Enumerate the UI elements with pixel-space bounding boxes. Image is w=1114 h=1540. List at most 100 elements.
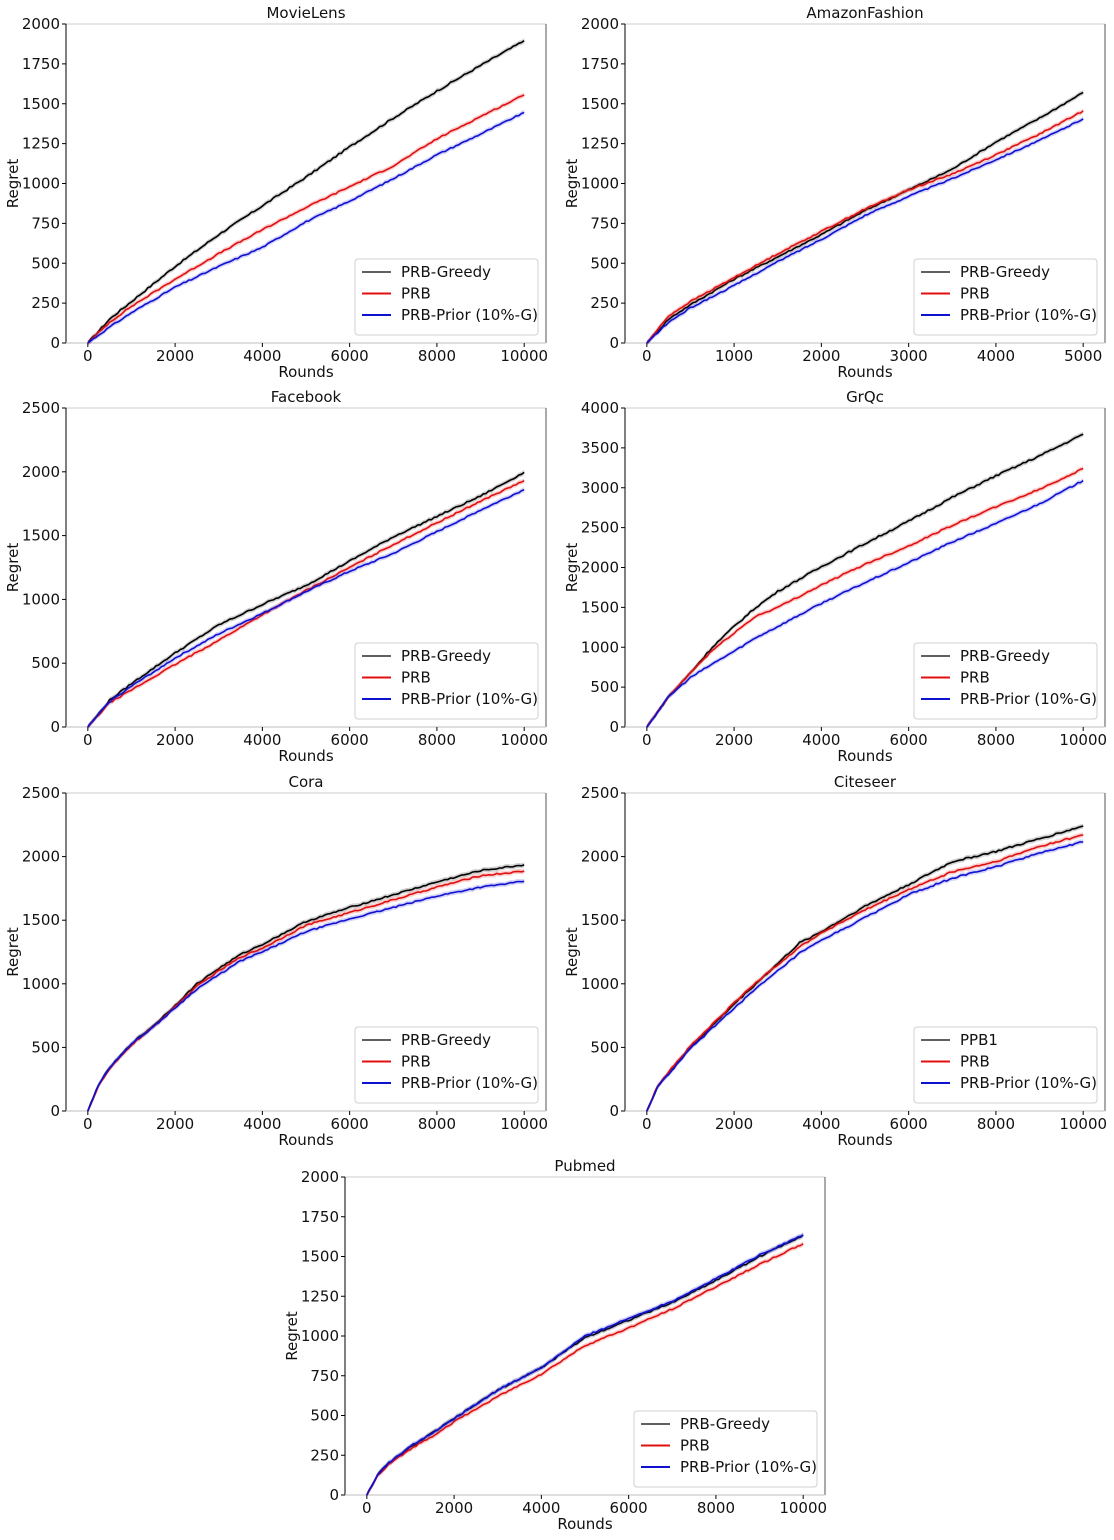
x-tick-label: 2000 (435, 1499, 473, 1517)
series-line-prb-prior-10-g (646, 841, 1084, 1112)
legend-label-prb-prior-10-g: PRB-Prior (10%-G) (960, 690, 1097, 708)
x-tick-label: 0 (642, 731, 652, 749)
x-tick-label: 10000 (779, 1499, 827, 1517)
series-band-prb-greedy (646, 90, 1084, 346)
legend-label-prb-greedy: PRB-Greedy (680, 1415, 770, 1433)
legend-frame (354, 1026, 539, 1104)
legend-label-prb-prior-10-g: PRB-Prior (10%-G) (401, 690, 538, 708)
y-tick-label: 4000 (581, 399, 619, 417)
x-axis-label: Rounds (278, 1131, 333, 1149)
x-axis-label: Rounds (278, 363, 333, 381)
series-line-prb-prior-10-g (646, 118, 1084, 344)
x-tick-label: 5000 (1064, 347, 1102, 365)
y-axis-label: Regret (4, 543, 22, 593)
y-tick-label: 500 (31, 254, 60, 272)
y-tick-label: 2000 (301, 1168, 339, 1186)
y-tick-label: 1000 (581, 175, 619, 193)
legend-frame (913, 642, 1098, 720)
x-tick-label: 0 (362, 1499, 372, 1517)
series-line-prb (646, 834, 1084, 1112)
y-tick-label: 1000 (581, 975, 619, 993)
legend-frame (633, 1410, 818, 1488)
x-tick-label: 4000 (243, 1115, 281, 1133)
x-tick-label: 4000 (243, 347, 281, 365)
legend: PRB-Greedy PRB PRB-Prior (10%-G) (354, 642, 539, 720)
legend: PRB-Greedy PRB PRB-Prior (10%-G) (633, 1410, 818, 1488)
x-tick-label: 2000 (156, 347, 194, 365)
y-tick-label: 1750 (22, 55, 60, 73)
y-tick-label: 1250 (22, 135, 60, 153)
x-tick-label: 8000 (418, 731, 456, 749)
y-tick-label: 1250 (301, 1287, 339, 1305)
x-tick-label: 6000 (331, 347, 369, 365)
y-tick-label: 1500 (301, 1248, 339, 1266)
y-tick-label: 500 (31, 654, 60, 672)
y-tick-label: 2000 (22, 848, 60, 866)
x-axis-label: Rounds (278, 747, 333, 765)
y-tick-label: 750 (310, 1367, 339, 1385)
y-tick-label: 2500 (581, 784, 619, 802)
y-tick-label: 250 (31, 294, 60, 312)
x-tick-label: 4000 (977, 347, 1015, 365)
subplot-facebook: Facebook 0 2000 4000 6000 8000 10000 0 500 1000 15… (4, 388, 548, 765)
y-tick-label: 500 (590, 678, 619, 696)
series-line-prb-greedy (646, 91, 1084, 344)
y-tick-label: 2000 (22, 463, 60, 481)
y-axis-label: Regret (563, 543, 581, 593)
series-line-prb (366, 1243, 804, 1496)
series-line-prb-greedy (646, 433, 1084, 728)
legend-label-prb-greedy: PRB-Greedy (960, 647, 1050, 665)
legend-frame (354, 642, 539, 720)
subplot-citeseer: Citeseer 0 2000 4000 6000 8000 10000 0 500 1000 15… (563, 773, 1107, 1149)
y-tick-label: 0 (50, 1102, 60, 1120)
y-tick-label: 500 (31, 1038, 60, 1056)
subplot-cora: Cora 0 2000 4000 6000 8000 10000 0 500 1000 1500 20… (4, 773, 548, 1149)
y-tick-label: 2000 (581, 848, 619, 866)
legend-label-prb: PRB (960, 1053, 990, 1071)
y-tick-label: 0 (50, 334, 60, 352)
x-tick-label: 6000 (331, 731, 369, 749)
x-axis-label: Rounds (837, 363, 892, 381)
x-tick-label: 10000 (500, 347, 548, 365)
y-tick-label: 1000 (22, 975, 60, 993)
y-tick-label: 1500 (581, 598, 619, 616)
y-tick-label: 3000 (581, 479, 619, 497)
legend: PRB-Greedy PRB PRB-Prior (10%-G) (354, 1026, 539, 1104)
x-tick-label: 2000 (156, 1115, 194, 1133)
series-line-prb-prior-10-g (87, 488, 525, 728)
y-tick-label: 3500 (581, 439, 619, 457)
panel-title: Pubmed (554, 1157, 615, 1175)
x-tick-label: 8000 (697, 1499, 735, 1517)
x-tick-label: 10000 (500, 1115, 548, 1133)
panel-title: MovieLens (266, 4, 345, 22)
y-tick-label: 500 (590, 254, 619, 272)
y-tick-label: 750 (31, 214, 60, 232)
legend-label-ppb1: PPB1 (960, 1031, 998, 1049)
y-axis-label: Regret (283, 1311, 301, 1361)
y-tick-label: 2000 (581, 559, 619, 577)
legend-label-prb-prior-10-g: PRB-Prior (10%-G) (401, 1074, 538, 1092)
y-tick-label: 2500 (581, 519, 619, 537)
series-line-prb (87, 94, 525, 344)
panel-title: AmazonFashion (806, 4, 923, 22)
x-tick-label: 4000 (243, 731, 281, 749)
series-line-prb (87, 479, 525, 728)
y-tick-label: 2500 (22, 784, 60, 802)
y-tick-label: 1500 (22, 95, 60, 113)
legend-label-prb-prior-10-g: PRB-Prior (10%-G) (401, 306, 538, 324)
y-tick-label: 1000 (22, 590, 60, 608)
y-tick-label: 500 (310, 1407, 339, 1425)
legend-label-prb: PRB (401, 1053, 431, 1071)
y-tick-label: 1500 (22, 527, 60, 545)
x-tick-label: 6000 (890, 1115, 928, 1133)
panel-title: Citeseer (834, 773, 897, 791)
x-tick-label: 6000 (331, 1115, 369, 1133)
x-tick-label: 2000 (156, 731, 194, 749)
legend-label-prb-greedy: PRB-Greedy (401, 647, 491, 665)
x-tick-label: 8000 (418, 347, 456, 365)
series-line-prb-greedy (87, 471, 525, 728)
x-tick-label: 4000 (522, 1499, 560, 1517)
x-axis-label: Rounds (557, 1515, 612, 1533)
x-tick-label: 2000 (715, 731, 753, 749)
